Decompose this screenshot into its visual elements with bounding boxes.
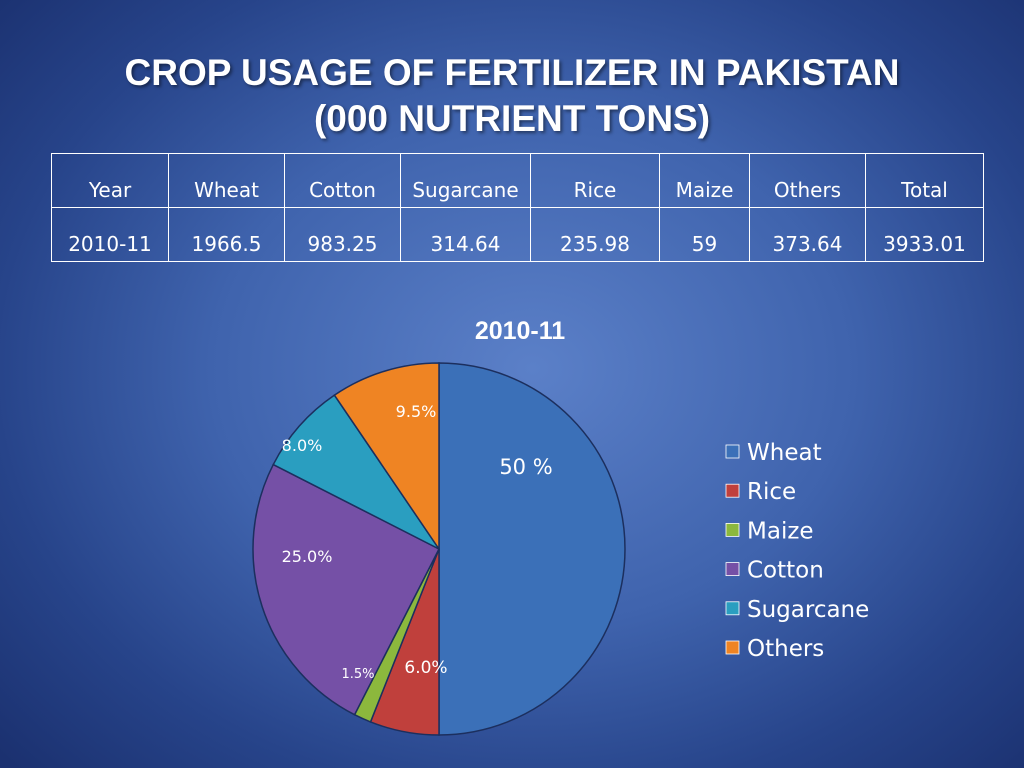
slice-label-rice: 6.0% [404,658,447,678]
slice-label-others: 9.5% [396,402,437,421]
pie-slice-wheat [438,362,626,736]
cell-wheat: 1966.5 [168,207,285,262]
slide-title-line-2: (000 NUTRIENT TONS) [313,98,711,139]
legend-swatch-wheat [725,444,740,459]
slice-label-sugarcane: 8.0% [282,436,323,455]
slide-title: CROP USAGE OF FERTILIZER IN PAKISTAN (00… [0,50,1024,142]
cell-maize: 59 [659,207,750,262]
legend-entry-cotton: Cotton [747,558,824,584]
table-header-row: Year Wheat Cotton Sugarcane Rice Maize O… [51,153,984,208]
pie-slice-sugarcane [272,394,440,550]
cell-cotton: 983.25 [284,207,401,262]
slice-label-cotton: 25.0% [282,547,333,566]
slice-labels: 50 % 6.0% 1.5% 25.0% 8.0% 9.5% [282,402,553,682]
chart-legend: Wheat Rice Maize Cotton Sugarcane Others [725,440,869,662]
legend-entry-wheat: Wheat [747,440,822,466]
fertilizer-table: Year Wheat Cotton Sugarcane Rice Maize O… [51,153,984,262]
column-header-rice: Rice [530,153,660,208]
legend-entry-others: Others [747,636,824,662]
slice-label-wheat: 50 % [499,455,552,479]
chart-title: 2010-11 [475,317,565,345]
cell-total: 3933.01 [865,207,984,262]
legend-swatch-rice [725,483,740,498]
slide-title-line-1: CROP USAGE OF FERTILIZER IN PAKISTAN [124,52,900,93]
cell-sugarcane: 314.64 [400,207,531,262]
legend-swatch-maize [725,523,740,537]
legend-entry-rice: Rice [747,479,796,505]
cell-year: 2010-11 [51,207,169,262]
cell-rice: 235.98 [530,207,660,262]
legend-swatch-sugarcane [725,601,740,616]
legend-entry-maize: Maize [747,518,814,544]
pie-slices [252,362,626,736]
column-header-total: Total [865,153,984,208]
column-header-year: Year [51,153,169,208]
legend-swatch-cotton [725,562,740,576]
slice-label-maize: 1.5% [341,667,374,682]
table-row: 2010-11 1966.5 983.25 314.64 235.98 59 3… [51,207,984,262]
pie-slice-others [333,362,440,552]
column-header-maize: Maize [659,153,750,208]
legend-swatch-others [725,640,740,655]
pie-slice-cotton [252,463,441,716]
legend-entry-sugarcane: Sugarcane [747,597,869,623]
column-header-cotton: Cotton [284,153,401,208]
cell-others: 373.64 [749,207,866,262]
